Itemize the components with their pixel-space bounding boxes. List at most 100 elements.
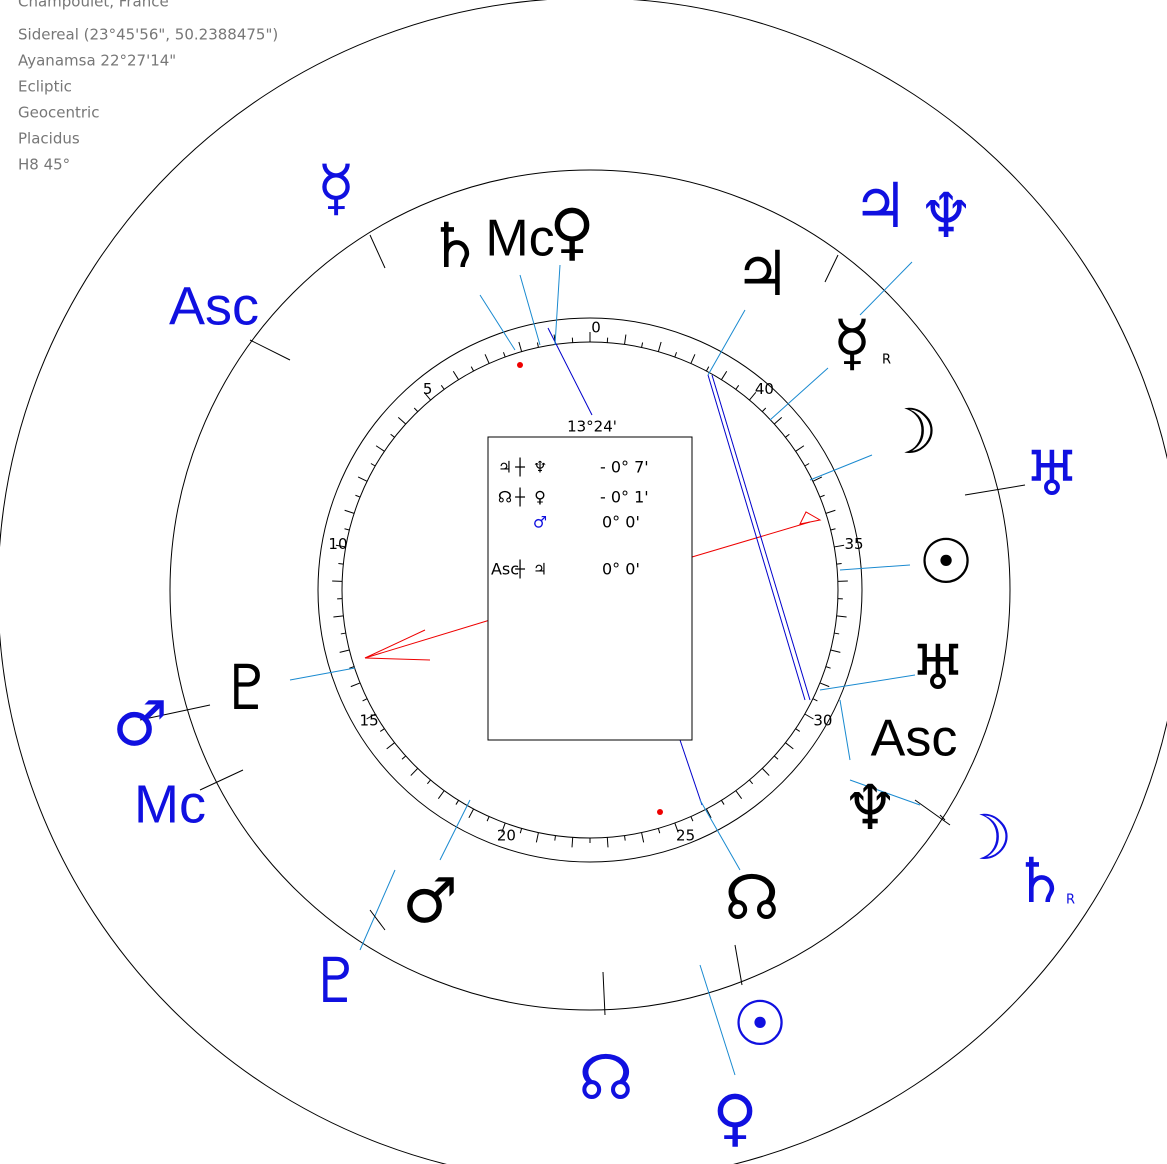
info-line: H8 45° [18,156,70,174]
glyph: ♇ [219,651,275,724]
house-line [139,234,1026,1016]
dial-tick [836,615,847,618]
dial-tick [344,528,350,531]
pointer-label: 13°24' [567,418,617,436]
info-line: Ecliptic [18,78,72,96]
dial-tick [705,808,712,819]
dial-tick [606,837,609,848]
glyph: ☽ [882,395,938,468]
glyph: Mc [485,210,554,268]
dial-label: 40 [755,380,774,398]
dial-label: 35 [844,535,863,553]
dial-tick [735,790,743,800]
glyph: ♀ [549,195,594,268]
dial-tick [641,832,645,843]
dial-tick [470,366,475,372]
dial-tick [484,354,490,364]
glyph: ♃ [852,169,908,242]
dial-tick [486,816,490,822]
aspect-cell: ┼ [514,457,525,477]
dial-label: 25 [676,827,695,845]
dial-tick [795,445,805,452]
dial-label: 20 [497,827,516,845]
dial-tick [554,835,556,841]
aspect-cell: - 0° 1' [600,488,649,507]
dial-tick [571,837,574,848]
dial-tick [834,632,840,635]
glyph: ☉ [918,525,974,598]
aspect-line [707,374,806,701]
glyph: ♅ [910,631,966,704]
dial-tick [830,649,841,653]
dial-tick [455,800,460,805]
glyph: ☊ [724,861,779,934]
dial-tick [335,544,346,548]
aspect-cell: 0° 0' [602,560,640,579]
dial-tick [413,407,419,412]
arrow-head [364,511,822,661]
dial-tick [735,385,740,390]
glyph: ♄ [427,209,483,282]
dial-tick [370,463,376,467]
dial-label: 10 [328,535,347,553]
dial-tick [749,779,754,785]
dial-tick [624,835,626,841]
dial-tick [440,385,445,390]
info-line: Geocentric [18,104,99,122]
dial-tick [355,494,361,498]
dial-tick [720,370,728,380]
retro: R [882,353,891,368]
dial-tick [357,476,368,482]
dial-tick [834,544,845,548]
dial-tick [785,742,794,750]
glyph: ☽ [957,801,1013,874]
aspect-cell: ♆ [533,458,547,477]
dial-tick [657,828,661,834]
info-line: Placidus [18,130,80,148]
connector [289,261,921,1076]
dial-tick [423,392,431,401]
dial-tick [536,342,539,348]
aspect-cell: ☊ [498,488,512,507]
place: Champoulet, France [18,0,169,11]
dial-tick [819,682,830,688]
dial-tick [674,822,679,833]
glyph: Asc [871,710,958,768]
dial-tick [401,755,407,760]
dial-tick [690,816,694,822]
red-dot [657,809,663,815]
dial-label: 0 [591,319,601,337]
axis-line [691,521,811,558]
dial-tick [705,366,710,372]
glyph: ☿ [317,151,355,224]
dial-label: 30 [813,712,832,730]
aspect-cell: ┼ [514,559,525,579]
glyph: ♂ [402,864,458,937]
dial-tick [720,800,725,805]
dial-tick [452,370,460,380]
glyph: ♄ [1012,844,1068,917]
glyph: ♆ [918,179,974,252]
dial-outer [317,317,863,863]
dial-tick [362,698,368,702]
dial-tick [379,728,385,732]
dial-tick [624,334,627,345]
info-line: Ayanamsa 22°27'14" [18,52,176,70]
dial-tick [690,354,696,364]
dial-tick [773,755,779,760]
dial-tick [410,768,419,776]
dial-label: 5 [423,380,433,398]
dial-tick [426,779,431,785]
house-circle [169,169,1011,1011]
dial-tick [795,728,801,732]
dial-tick [825,509,836,514]
dial-tick [830,528,836,531]
glyph: ♃ [734,237,790,310]
aspect-cell: ♀ [534,488,546,507]
dial-tick [350,682,361,688]
dial-tick [535,832,539,843]
dial-tick [344,509,355,514]
dial-tick [518,341,523,352]
dial-tick [819,494,825,498]
